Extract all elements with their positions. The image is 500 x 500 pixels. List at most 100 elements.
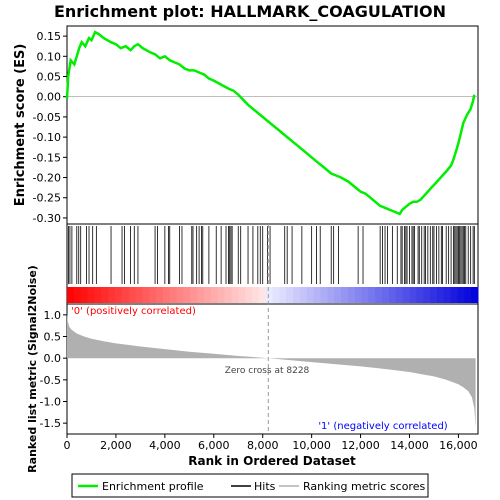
es-y-tick-label: -0.10: [33, 131, 61, 144]
es-y-tick-label: 0.05: [37, 71, 62, 84]
x-tick-label: 0: [64, 439, 71, 452]
gradient-segment: [464, 287, 472, 303]
gradient-segment: [272, 287, 280, 303]
gradient-segment: [217, 287, 226, 303]
x-axis-label: Rank in Ordered Dataset: [188, 454, 356, 468]
gradient-segment: [197, 287, 205, 303]
gradient-segment: [135, 287, 143, 303]
gradient-segment: [320, 287, 328, 303]
gradient-segment: [341, 287, 349, 303]
gradient-segment: [313, 287, 321, 303]
hits-panel: [66, 223, 479, 305]
ranking-y-tick-label: 0.5: [44, 331, 62, 344]
ranking-gradient-bar: [67, 287, 479, 303]
ranking-y-tick-label: -0.5: [40, 374, 61, 387]
gradient-segment: [327, 287, 335, 303]
gradient-segment: [286, 287, 294, 303]
gradient-segment: [87, 287, 95, 303]
gradient-segment: [190, 287, 198, 303]
gradient-segment: [423, 287, 431, 303]
gradient-segment: [430, 287, 438, 303]
gradient-segment: [204, 287, 212, 303]
gradient-segment: [245, 287, 253, 303]
gradient-segment: [361, 287, 369, 303]
ranking-y-tick-label: 0.0: [44, 352, 62, 365]
gradient-segment: [306, 287, 315, 303]
ranking-y-tick-label: 1.0: [44, 309, 62, 322]
gradient-segment: [347, 287, 356, 303]
es-y-tick-label: -0.20: [33, 172, 61, 185]
x-tick-label: 12,000: [341, 439, 380, 452]
x-tick-label: 6,000: [198, 439, 230, 452]
gradient-segment: [114, 287, 123, 303]
hit-markers: [68, 226, 475, 284]
gradient-segment: [354, 287, 363, 303]
gradient-segment: [149, 287, 157, 303]
es-y-tick-label: 0.15: [37, 30, 62, 43]
x-tick-label: 16,000: [439, 439, 478, 452]
x-tick-label: 2,000: [100, 439, 132, 452]
es-y-axis: 0.15 0.10 0.05 0.00 -0.05 -0.10 -0.15 -0.20 -0.2…: [33, 30, 478, 225]
gradient-segment: [334, 287, 342, 303]
zero-cross-label: Zero cross at 8228: [225, 366, 310, 376]
es-y-tick-label: 0.10: [37, 50, 62, 63]
x-axis: 0 2,000 4,000 6,000 8,000 10,000 12,000 14,000 1…: [64, 434, 478, 452]
x-tick-label: 10,000: [292, 439, 331, 452]
es-y-tick-label: 0.00: [37, 91, 62, 104]
gradient-segment: [395, 287, 404, 303]
gradient-segment: [176, 287, 184, 303]
gradient-segment: [238, 287, 246, 303]
ranking-y-axis-label: Ranked list metric (Signal2Noise): [26, 265, 39, 473]
es-y-tick-label: -0.15: [33, 151, 61, 164]
gradient-segment: [142, 287, 150, 303]
gradient-segment: [101, 287, 109, 303]
gradient-segment: [94, 287, 102, 303]
chart-title: Enrichment plot: HALLMARK_COAGULATION: [54, 2, 446, 21]
ranking-panel: Zero cross at 8228 '0' (positively corre…: [26, 224, 479, 473]
gradient-segment: [258, 287, 267, 303]
gradient-segment: [80, 287, 89, 303]
gradient-segment: [299, 287, 308, 303]
gradient-segment: [293, 287, 301, 303]
gradient-segment: [375, 287, 383, 303]
gradient-segment: [443, 287, 452, 303]
gradient-segment: [409, 287, 417, 303]
gradient-segment: [128, 287, 136, 303]
es-panel: 0.15 0.10 0.05 0.00 -0.05 -0.10 -0.15 -0.20 -0.2…: [13, 25, 479, 225]
legend-hits-label: Hits: [254, 480, 276, 493]
gradient-segment: [183, 287, 191, 303]
gradient-segment: [265, 287, 273, 303]
gradient-segment: [67, 287, 75, 303]
negative-correlation-label: '1' (negatively correlated): [318, 421, 447, 432]
gradient-segment: [156, 287, 164, 303]
gradient-segment: [368, 287, 376, 303]
gradient-segment: [231, 287, 239, 303]
ranking-y-axis: 1.0 0.5 0.0 -0.5 -1.0 -1.5: [40, 309, 67, 430]
x-tick-label: 8,000: [247, 439, 279, 452]
gradient-segment: [108, 287, 116, 303]
positive-correlation-label: '0' (positively correlated): [71, 306, 196, 317]
ranking-y-tick-label: -1.0: [40, 396, 61, 409]
ranking-y-tick-label: -1.5: [40, 417, 61, 430]
gradient-segment: [416, 287, 424, 303]
gradient-segment: [457, 287, 465, 303]
gradient-segment: [210, 287, 219, 303]
gradient-segment: [224, 287, 232, 303]
x-tick-label: 4,000: [149, 439, 181, 452]
gradient-segment: [436, 287, 445, 303]
gradient-segment: [471, 287, 479, 303]
gradient-segment: [450, 287, 458, 303]
legend: Enrichment profile Hits Ranking metric s…: [71, 473, 429, 498]
gradient-segment: [388, 287, 397, 303]
gradient-segment: [402, 287, 410, 303]
gradient-segment: [382, 287, 390, 303]
gradient-segment: [121, 287, 130, 303]
legend-ranking-metric-label: Ranking metric scores: [303, 480, 425, 493]
enrichment-profile-line: [65, 30, 476, 216]
gradient-segment: [169, 287, 178, 303]
gradient-segment: [251, 287, 260, 303]
legend-enrichment-profile-label: Enrichment profile: [102, 480, 204, 493]
es-y-tick-label: -0.30: [33, 212, 61, 225]
es-y-tick-label: -0.25: [33, 192, 61, 205]
